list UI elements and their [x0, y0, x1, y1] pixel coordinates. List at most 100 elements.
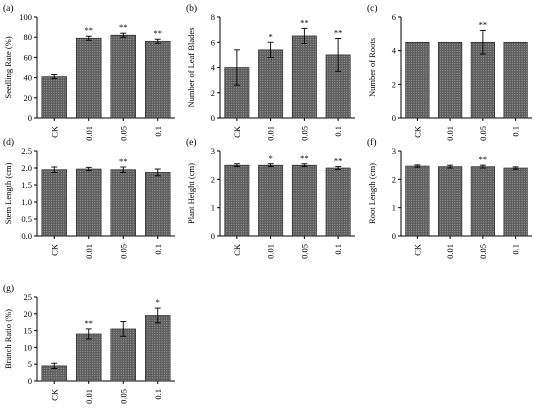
x-tick-label: 0.01	[445, 126, 455, 141]
bar	[224, 164, 250, 237]
bar	[405, 165, 430, 237]
x-tick-label: CK	[49, 388, 59, 401]
y-axis-label: Plant Height (cm)	[186, 163, 196, 224]
panel-label: (b)	[186, 3, 197, 14]
chart-panel: (f) Root Length (cm) 0 1 2 3 CK 0.01 ** 0.05 0.1	[367, 137, 532, 259]
x-tick-label: 0.1	[511, 244, 521, 255]
chart-panel: (a) Seedling Rate (%) 0 20 40 60 80 100 CK ** 0.01…	[3, 3, 175, 141]
chart-panel: (g) Branch Ratio (%) 0 5 10 15 20 25 CK ** 0.01 0.0…	[3, 283, 175, 404]
x-tick-label: 0.05	[299, 244, 309, 259]
y-tick-label: 0	[28, 376, 32, 386]
panel-label: (e)	[186, 137, 197, 148]
significance-label: **	[479, 154, 488, 164]
bar	[258, 49, 284, 119]
significance-label: **	[300, 153, 309, 163]
significance-label: **	[119, 156, 128, 166]
y-tick-label: 2	[392, 174, 396, 184]
x-tick-label: 0.01	[266, 244, 276, 259]
x-tick-label: 0.05	[118, 389, 128, 404]
x-tick-label: 0.05	[118, 126, 128, 141]
y-tick-label: 4	[211, 63, 216, 73]
bar	[438, 41, 463, 119]
x-tick-label: 0.05	[478, 244, 488, 259]
y-tick-label: 100	[19, 12, 32, 22]
x-tick-label: 0.01	[445, 244, 455, 259]
y-tick-label: 3	[392, 146, 396, 156]
y-tick-label: 6	[392, 12, 396, 22]
bar	[76, 168, 102, 237]
x-tick-label: CK	[232, 125, 242, 138]
y-tick-label: 2.5	[21, 146, 32, 156]
y-tick-label: 60	[24, 52, 33, 62]
bar	[405, 41, 430, 119]
y-tick-label: 2	[392, 79, 396, 89]
bar	[41, 169, 67, 237]
bar	[110, 328, 136, 382]
bar	[145, 40, 171, 119]
bar	[145, 172, 171, 237]
x-tick-label: 0.1	[153, 389, 163, 400]
x-tick-label: 0.1	[511, 126, 521, 137]
bar	[291, 35, 317, 119]
x-tick-label: 0.1	[333, 126, 343, 137]
x-tick-label: CK	[412, 243, 422, 256]
y-tick-label: 0	[211, 113, 215, 123]
significance-label: **	[154, 28, 163, 38]
x-tick-label: 0.01	[266, 126, 276, 141]
x-tick-label: 0.05	[299, 126, 309, 141]
chart-panel: (c) Number of Roots 0 2 4 6 CK 0.01 ** 0.05 0.1	[367, 3, 532, 141]
y-axis-label: Branch Ratio (%)	[3, 309, 13, 369]
bar	[110, 34, 136, 119]
x-tick-label: CK	[49, 125, 59, 138]
chart-panel: (d) Stem Length (cm) 0.0 0.5 1.0 1.5 2.0 2.5 CK 0…	[3, 137, 175, 259]
y-tick-label: 1	[392, 203, 396, 213]
y-tick-label: 40	[24, 73, 33, 83]
y-tick-label: 0	[392, 231, 396, 241]
significance-label: *	[269, 31, 273, 41]
x-tick-label: CK	[232, 243, 242, 256]
bar	[110, 169, 136, 237]
y-axis-label: Number of Leaf Blades	[186, 27, 196, 107]
y-tick-label: 2.0	[21, 163, 32, 173]
x-tick-label: 0.01	[84, 244, 94, 259]
bar	[438, 166, 463, 237]
y-axis-label: Number of Roots	[367, 38, 377, 97]
y-tick-label: 10	[24, 342, 33, 352]
x-tick-label: 0.01	[84, 389, 94, 404]
x-tick-label: 0.1	[333, 244, 343, 255]
y-tick-label: 4	[392, 46, 397, 56]
y-tick-label: 0	[392, 113, 396, 123]
y-tick-label: 0	[28, 113, 32, 123]
y-tick-label: 8	[211, 12, 215, 22]
y-tick-label: 2	[211, 174, 215, 184]
y-tick-label: 0.0	[21, 231, 32, 241]
x-tick-label: 0.01	[84, 126, 94, 141]
panel-label: (f)	[367, 137, 377, 148]
bar	[325, 167, 351, 237]
significance-label: **	[479, 19, 488, 29]
chart-panel: (e) Plant Height (cm) 0 1 2 3 CK * 0.01 ** 0.05 ** 0…	[186, 137, 355, 259]
significance-label: *	[269, 153, 273, 163]
y-tick-label: 0	[211, 231, 215, 241]
panel-label: (g)	[3, 283, 14, 294]
significance-label: **	[85, 318, 94, 328]
bar	[145, 315, 171, 382]
x-tick-label: CK	[49, 243, 59, 256]
y-tick-label: 80	[24, 32, 33, 42]
y-tick-label: 6	[211, 37, 215, 47]
bar	[503, 41, 528, 119]
bar	[76, 333, 102, 382]
bar	[503, 167, 528, 237]
x-tick-label: 0.1	[153, 126, 163, 137]
bar	[76, 37, 102, 119]
panel-label: (d)	[3, 137, 14, 148]
y-tick-label: 1.5	[21, 180, 32, 190]
panel-label: (c)	[367, 3, 378, 14]
panels-container: (a)Seedling Rate (%)020406080100CK**0.01…	[3, 3, 532, 404]
bar	[258, 164, 284, 237]
bar	[470, 166, 495, 237]
x-tick-label: 0.05	[118, 244, 128, 259]
panel-label: (a)	[3, 3, 14, 14]
bar	[291, 164, 317, 237]
